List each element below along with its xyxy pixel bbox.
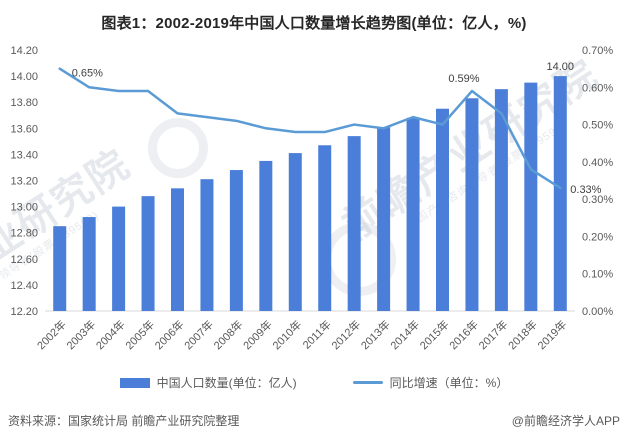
chart-title: 图表1：2002-2019年中国人口数量增长趋势图(单位：亿人，%): [101, 15, 527, 32]
bar: [288, 153, 302, 311]
y-axis-right-tick-label: 0.20%: [582, 231, 613, 243]
data-source-text: 资料来源：国家统计局 前瞻产业研究院整理: [8, 414, 240, 428]
legend-item-growth-rate: 同比增速（单位：%）: [352, 374, 509, 391]
x-axis-tick-label: 2018年: [505, 317, 540, 352]
bar: [229, 170, 243, 311]
line-series-swatch: [352, 381, 383, 384]
y-axis-right-tick-label: 0.40%: [582, 157, 613, 169]
y-axis-left-tick-label: 12.40: [10, 280, 38, 292]
x-axis-tick-label: 2012年: [328, 317, 363, 352]
x-axis-tick-label: 2017年: [476, 317, 511, 352]
annotation-label: 0.33%: [570, 184, 601, 196]
x-axis-tick-label: 2016年: [446, 317, 481, 352]
x-axis-tick-label: 2013年: [358, 317, 393, 352]
brand-credit-text: @前瞻经济学人APP: [511, 414, 620, 428]
x-axis-tick-label: 2007年: [181, 317, 216, 352]
chart-canvas: 14.20 14.00 13.80 13.60 13.40 13.20 13.00 12.80…: [10, 45, 613, 352]
bar: [347, 136, 361, 311]
y-axis-left-tick-label: 13.00: [10, 202, 38, 214]
y-axis-left-tick-label: 12.20: [10, 306, 38, 318]
bar: [436, 108, 449, 311]
legend-label: 同比增速（单位：%）: [389, 376, 509, 390]
bar: [406, 117, 420, 311]
x-axis-tick-label: 2008年: [211, 317, 246, 352]
x-axis-tick-label: 2004年: [93, 317, 128, 352]
x-axis-tick-label: 2005年: [122, 317, 157, 352]
x-axis-tick-label: 2002年: [34, 317, 69, 352]
y-axis-right-tick-label: 0.10%: [582, 269, 613, 281]
y-axis-right-tick-label: 0.30%: [582, 194, 613, 206]
x-axis-tick-label: 2011年: [299, 317, 333, 351]
bar: [200, 179, 214, 311]
x-axis-tick-label: 2019年: [534, 317, 569, 352]
bar: [112, 206, 126, 311]
x-axis-tick-label: 2010年: [269, 317, 304, 352]
bar: [494, 89, 508, 312]
bar: [141, 196, 155, 311]
y-axis-left-tick-label: 13.80: [10, 97, 38, 109]
y-axis-left-tick-label: 14.00: [10, 71, 38, 83]
annotation-label: 0.65%: [72, 68, 103, 80]
x-axis-tick-label: 2009年: [240, 317, 275, 352]
y-axis-left-tick-label: 12.80: [10, 228, 38, 240]
line-series: [58, 67, 562, 190]
y-axis-left-tick-label: 14.20: [10, 45, 38, 57]
bar: [53, 226, 67, 311]
bar: [171, 188, 184, 311]
footer: 资料来源：国家统计局 前瞻产业研究院整理 @前瞻经济学人APP: [8, 412, 620, 429]
y-axis-left-tick-label: 13.60: [10, 123, 38, 135]
bar: [259, 160, 273, 311]
bar: [82, 217, 96, 311]
legend-label: 中国人口数量(单位：亿人): [156, 376, 297, 390]
bar: [465, 98, 479, 311]
annotation-label: 14.00: [547, 61, 575, 73]
bar-series-swatch: [119, 377, 150, 388]
y-axis-left-tick-label: 13.20: [10, 176, 38, 188]
bar: [377, 126, 391, 312]
x-axis-tick-label: 2003年: [63, 317, 98, 352]
y-axis-right-tick-label: 0.50%: [582, 120, 613, 132]
annotation-label: 0.59%: [448, 73, 479, 85]
y-axis-left-tick-label: 12.60: [10, 254, 38, 266]
bar: [553, 76, 567, 311]
chart-legend: 中国人口数量(单位：亿人) 同比增速（单位：%）: [0, 374, 628, 391]
legend-item-population: 中国人口数量(单位：亿人): [119, 374, 297, 391]
bar: [524, 82, 538, 311]
x-axis-tick-label: 2015年: [417, 317, 452, 352]
y-axis-right-tick-label: 0.70%: [582, 45, 613, 57]
x-axis-tick-label: 2006年: [152, 317, 187, 352]
y-axis-right-tick-label: 0.60%: [582, 82, 613, 94]
bar: [318, 145, 332, 311]
y-axis-right-tick-label: 0.00%: [582, 306, 613, 318]
y-axis-left-tick-label: 13.40: [10, 149, 38, 161]
x-axis-tick-label: 2014年: [387, 317, 422, 352]
